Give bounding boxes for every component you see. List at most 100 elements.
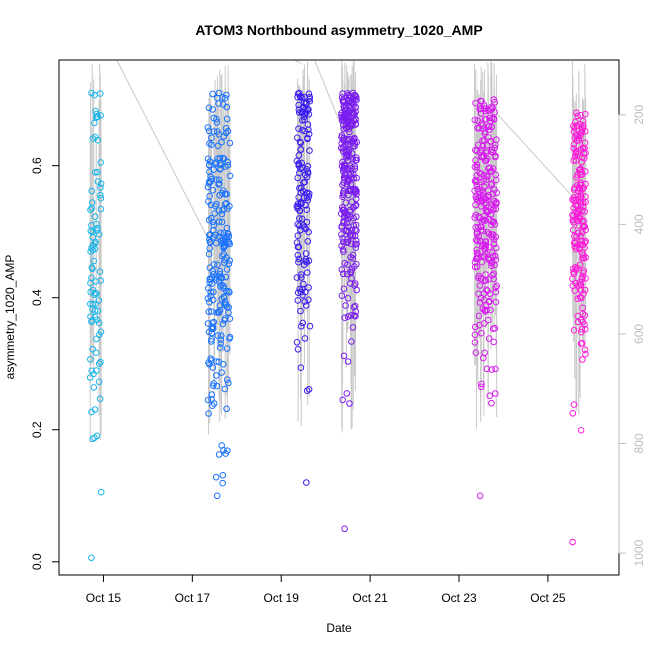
data-point	[489, 219, 497, 226]
data-point	[211, 274, 219, 281]
data-point	[353, 261, 360, 268]
connector-line-3	[489, 105, 575, 199]
data-point	[206, 236, 213, 243]
data-point	[349, 324, 357, 331]
data-point	[220, 361, 227, 368]
data-point	[299, 319, 307, 327]
data-point	[299, 291, 307, 299]
data-point	[209, 402, 216, 410]
data-point	[91, 213, 99, 220]
data-point	[226, 172, 234, 180]
data-point	[486, 114, 493, 122]
data-point	[485, 230, 493, 238]
data-point	[344, 313, 352, 320]
data-point	[297, 93, 304, 100]
data-point	[472, 157, 479, 164]
data-point	[479, 189, 487, 196]
data-point	[579, 223, 587, 231]
data-point	[294, 251, 302, 259]
data-point	[207, 215, 215, 222]
data-point	[219, 479, 226, 487]
data-point	[302, 250, 310, 257]
data-point	[485, 335, 493, 342]
data-point	[488, 115, 496, 122]
data-point	[578, 325, 586, 333]
data-point	[581, 286, 589, 294]
data-point	[569, 196, 576, 203]
data-point	[484, 287, 491, 295]
data-point	[296, 169, 303, 176]
data-point	[93, 367, 100, 374]
data-point	[347, 170, 355, 178]
data-point	[572, 157, 580, 164]
data-point	[351, 302, 359, 310]
data-point	[205, 198, 212, 205]
data-point	[492, 365, 499, 373]
data-point	[294, 221, 302, 228]
chart-title: ATOM3 Northbound asymmetry_1020_AMP	[195, 22, 482, 38]
data-point	[339, 90, 346, 97]
data-point	[471, 187, 478, 195]
data-point	[337, 144, 345, 152]
data-point	[216, 191, 223, 199]
data-point	[471, 331, 479, 339]
data-point	[206, 161, 213, 169]
data-point	[205, 328, 213, 336]
y2-tick-label: 200	[632, 104, 646, 124]
data-point	[481, 320, 488, 327]
data-point	[301, 178, 309, 186]
data-point	[344, 235, 352, 243]
data-point	[352, 120, 360, 128]
data-point	[473, 172, 480, 179]
data-point	[340, 161, 348, 168]
data-point	[226, 335, 233, 342]
data-point	[491, 261, 498, 269]
data-point	[348, 275, 355, 282]
data-point	[302, 257, 309, 265]
data-point	[485, 123, 493, 130]
data-point	[306, 93, 314, 101]
data-point	[305, 228, 312, 236]
data-point	[347, 186, 355, 193]
data-point	[352, 202, 359, 210]
data-point	[472, 236, 480, 244]
data-point	[352, 237, 360, 244]
data-point	[570, 326, 578, 334]
data-point	[352, 156, 360, 164]
data-point	[208, 391, 216, 398]
data-point	[485, 192, 493, 200]
data-point	[205, 410, 212, 417]
data-point	[492, 171, 500, 179]
connector-line-0	[116, 59, 216, 252]
data-point	[224, 127, 232, 135]
data-point	[90, 384, 98, 391]
data-point	[352, 312, 359, 320]
x-tick-label: Oct 19	[264, 591, 300, 605]
data-point	[217, 332, 225, 339]
y-tick-label: 0.6	[30, 157, 44, 174]
data-point	[204, 183, 212, 191]
data-point	[299, 117, 306, 124]
x-axis-label: Date	[326, 621, 352, 635]
data-point	[578, 328, 585, 336]
data-point	[338, 242, 345, 250]
data-point	[341, 314, 349, 322]
data-point	[477, 178, 484, 186]
data-point	[474, 117, 482, 124]
data-point	[343, 239, 351, 246]
data-point	[87, 356, 94, 363]
data-point	[343, 270, 351, 278]
data-point	[582, 350, 589, 358]
data-point	[340, 125, 348, 133]
data-point	[340, 238, 347, 246]
data-point	[221, 256, 228, 264]
data-point	[351, 163, 359, 170]
data-point	[578, 171, 586, 178]
data-point	[205, 216, 213, 224]
data-point	[295, 258, 302, 266]
data-point	[338, 292, 346, 300]
data-point	[295, 203, 302, 210]
data-point	[218, 218, 226, 226]
data-point	[479, 137, 486, 144]
data-point	[485, 107, 493, 114]
